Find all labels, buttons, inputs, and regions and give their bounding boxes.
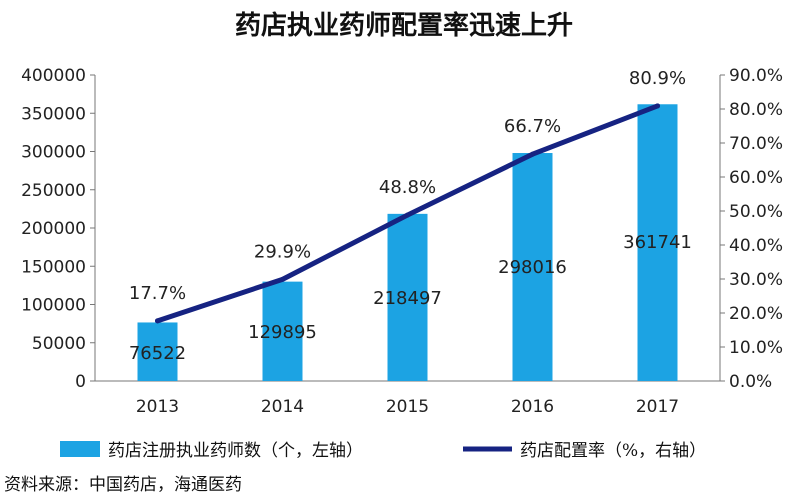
source-note: 资料来源：中国药店，海通医药 [4, 475, 242, 495]
x-tick-label: 2016 [511, 397, 554, 417]
bar [262, 281, 303, 381]
chart-title: 药店执业药师配置率迅速上升 [235, 10, 573, 41]
x-tick-label: 2015 [386, 397, 429, 417]
bar-data-label: 298016 [498, 257, 567, 278]
y-right-tick-label: 20.0% [729, 304, 783, 324]
y-left-tick-label: 300000 [21, 143, 86, 163]
legend: 药店注册执业药师数（个，左轴） 药店配置率（%，右轴） [60, 441, 706, 461]
line-point [405, 212, 410, 218]
line-data-label: 29.9% [254, 241, 311, 262]
line-data-label: 66.7% [504, 116, 561, 137]
y-right-tick-label: 90.0% [729, 66, 783, 86]
y-right-tick-label: 50.0% [729, 202, 783, 222]
y-right-tick-label: 80.0% [729, 100, 783, 120]
legend-line-label: 药店配置率（%，右轴） [520, 441, 706, 461]
bar-data-label: 76522 [129, 343, 186, 364]
y-right-tick-label: 0.0% [729, 372, 772, 392]
y-left-tick-label: 100000 [21, 296, 86, 316]
y-axis-right: 0.0% 10.0% 20.0% 30.0% 40.0% 50.0% 60.0% 70.0% 8… [719, 66, 783, 392]
x-tick-label: 2017 [636, 397, 679, 417]
line-data-label: 80.9% [629, 68, 686, 89]
y-left-tick-label: 400000 [21, 66, 86, 86]
y-right-tick-label: 60.0% [729, 168, 783, 188]
y-left-tick-label: 0 [75, 372, 86, 392]
y-right-tick-label: 10.0% [729, 338, 783, 358]
x-axis: 2013 2014 2015 2016 2017 [95, 380, 720, 417]
bar [637, 104, 678, 382]
y-left-tick-label: 150000 [21, 257, 86, 277]
x-tick-label: 2013 [136, 397, 179, 417]
line-point [155, 318, 160, 324]
y-axis-left: 0 50000 100000 150000 200000 250000 300000 3500… [21, 66, 96, 392]
line-point [655, 103, 660, 109]
bar [137, 322, 178, 381]
bar-data-label: 129895 [248, 322, 317, 343]
line-point [280, 276, 285, 282]
y-left-tick-label: 200000 [21, 219, 86, 239]
line-point [530, 151, 535, 157]
y-left-tick-label: 350000 [21, 104, 86, 124]
line-data-label: 17.7% [129, 283, 186, 304]
bar-data-label: 218497 [373, 288, 442, 309]
line-series: 17.7% 29.9% 48.8% 66.7% 80.9% [129, 68, 686, 324]
x-tick-label: 2014 [261, 397, 304, 417]
bar [387, 213, 428, 381]
y-left-tick-label: 50000 [32, 334, 86, 354]
legend-bar-label: 药店注册执业药师数（个，左轴） [108, 441, 363, 461]
y-right-tick-label: 70.0% [729, 134, 783, 154]
y-right-tick-label: 40.0% [729, 236, 783, 256]
legend-bar-swatch [60, 441, 100, 457]
line-data-label: 48.8% [379, 177, 436, 198]
y-left-tick-label: 250000 [21, 181, 86, 201]
bar [512, 153, 553, 381]
bar-data-label: 361741 [623, 232, 692, 253]
y-right-tick-label: 30.0% [729, 270, 783, 290]
bar-series: 76522 129895 218497 298016 361741 [129, 104, 692, 382]
